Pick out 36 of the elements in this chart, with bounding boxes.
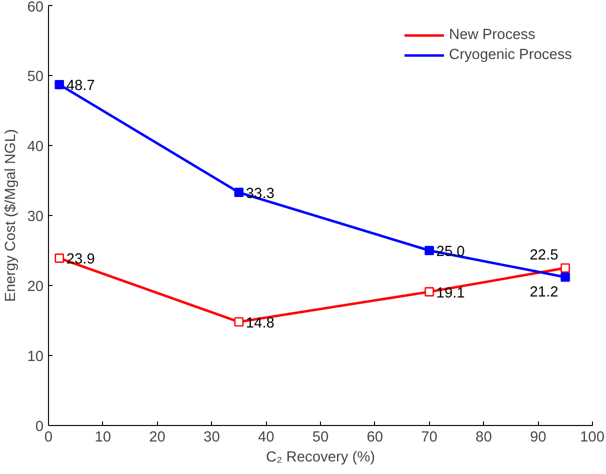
data-label: 21.2 [530,284,558,301]
data-label: 33.3 [246,186,274,202]
y-tick-label: 60 [27,0,44,16]
data-label: 22.5 [530,248,558,264]
y-tick-label: 40 [27,139,44,155]
point [424,246,434,256]
x-tick-label: 50 [312,430,329,446]
x-tick-label: 10 [94,430,112,446]
x-tick-label: 100 [580,430,605,446]
y-axis-title: Energy Cost ($/Mgal NGL) [3,129,20,302]
y-tick-label: 20 [27,279,44,295]
data-label: 19.1 [436,285,465,302]
legend-label: Cryogenic Process [449,47,572,63]
point [560,272,570,282]
x-tick-label: 90 [530,430,546,446]
legend-label: New Process [449,27,536,43]
data-label: 14.8 [246,315,274,332]
x-tick-label: 70 [421,430,438,446]
x-tick-label: 30 [204,430,220,446]
y-tick-label: 50 [27,69,44,85]
point [54,254,64,263]
y-tick-label: 30 [27,209,44,225]
data-label: 23.9 [66,252,95,268]
point [424,287,434,296]
x-tick-label: 20 [149,430,166,446]
point [560,263,570,273]
x-tick-label: 40 [258,430,274,446]
point [54,80,64,90]
x-tick-label: 80 [476,430,492,446]
point [234,188,244,198]
data-label: 48.7 [66,78,95,94]
x-tick-label: 60 [366,430,384,446]
point [234,317,244,327]
y-tick-label: 0 [35,419,44,435]
y-tick-label: 10 [27,349,44,365]
x-axis-title: C₂ Recovery (%) [266,450,376,466]
